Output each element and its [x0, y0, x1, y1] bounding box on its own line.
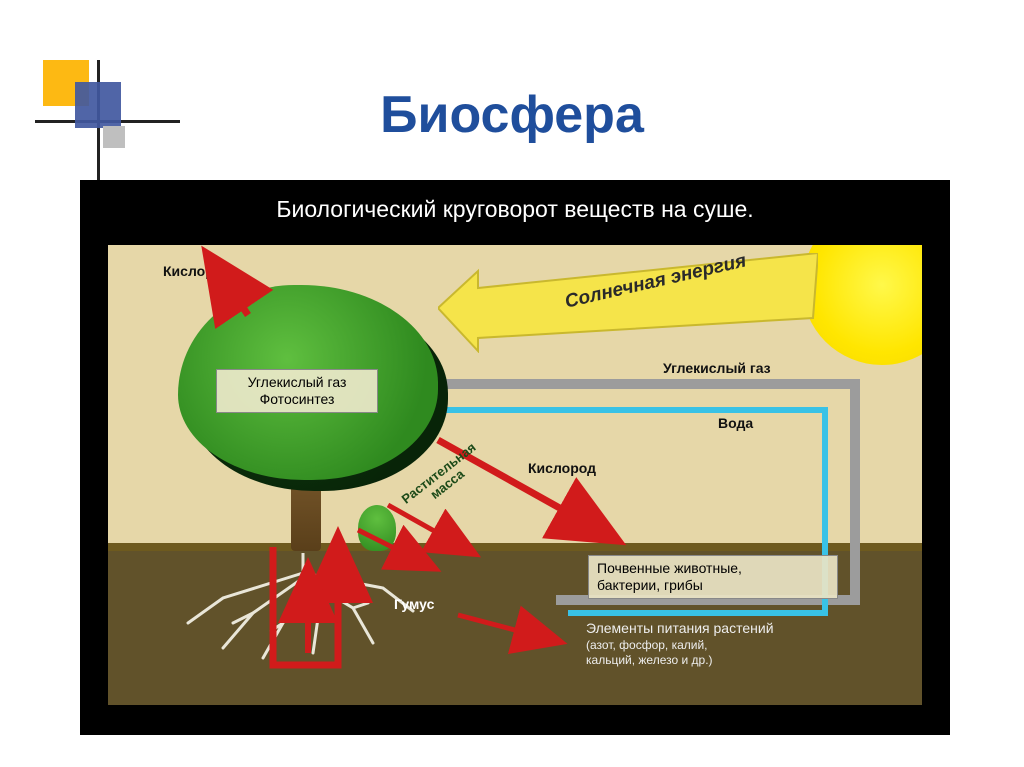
soil-box-line2: бактерии, грибы — [597, 577, 829, 594]
water-line — [568, 610, 828, 616]
nutrients-line3: кальций, железо и др.) — [586, 653, 896, 668]
sun-icon — [802, 245, 922, 365]
oxygen-out-label: Кислород — [163, 263, 231, 279]
small-plant — [358, 505, 396, 551]
nutrients-line1: Элементы питания растений — [586, 620, 896, 638]
oxygen-down-label: Кислород — [528, 460, 596, 476]
diagram-title: Биологический круговорот веществ на суше… — [80, 196, 950, 223]
pipe-co2 — [408, 379, 860, 389]
water-label: Вода — [718, 415, 753, 431]
co2-label: Углекислый газ — [663, 360, 771, 376]
diagram-container: Биологический круговорот веществ на суше… — [80, 180, 950, 735]
tree-box-line2: Фотосинтез — [223, 391, 371, 408]
soil-box-line1: Почвенные животные, — [597, 560, 829, 577]
tree-box-line1: Углекислый газ — [223, 374, 371, 391]
nutrients-line2: (азот, фосфор, калий, — [586, 638, 896, 653]
ground-stripe — [108, 543, 922, 551]
tree-process-box: Углекислый газ Фотосинтез — [216, 369, 378, 413]
solar-energy-arrow — [438, 253, 818, 353]
slide-title: Биосфера — [0, 85, 1024, 145]
humus-label: Гумус — [390, 595, 438, 613]
pipe-co2 — [850, 379, 860, 603]
nutrients-label: Элементы питания растений (азот, фосфор,… — [586, 620, 896, 668]
diagram-scene: Солнечная энергия Углекислый газ Вода — [108, 245, 922, 705]
soil-fauna-box: Почвенные животные, бактерии, грибы — [588, 555, 838, 599]
water-line — [408, 407, 828, 413]
